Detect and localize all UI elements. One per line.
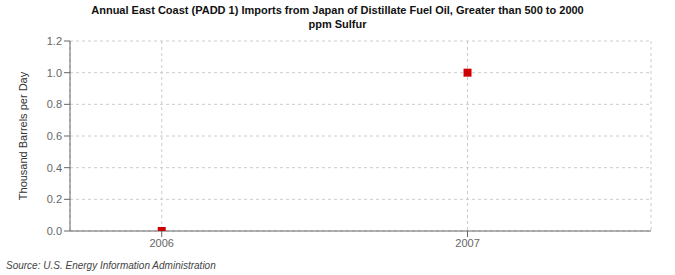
- svg-text:0.8: 0.8: [47, 98, 62, 110]
- html-text:Source: U.S. Energy Informatio: Source: U.S. Energy Information Administ…: [6, 260, 216, 271]
- svg-text:2007: 2007: [455, 237, 479, 249]
- svg-text:2006: 2006: [149, 237, 173, 249]
- svg-text:0.2: 0.2: [47, 193, 62, 205]
- svg-text:1.2: 1.2: [47, 35, 62, 47]
- svg-text:0.0: 0.0: [47, 225, 62, 237]
- svg-text:0.4: 0.4: [47, 162, 62, 174]
- html-text:ppm Sulfur: ppm Sulfur: [308, 18, 367, 30]
- html-text:Annual East Coast (PADD 1) Imp: Annual East Coast (PADD 1) Imports from …: [91, 4, 584, 16]
- svg-text:Thousand Barrels per Day: Thousand Barrels per Day: [17, 71, 29, 200]
- svg-text:0.6: 0.6: [47, 130, 62, 142]
- svg-text:1.0: 1.0: [47, 67, 62, 79]
